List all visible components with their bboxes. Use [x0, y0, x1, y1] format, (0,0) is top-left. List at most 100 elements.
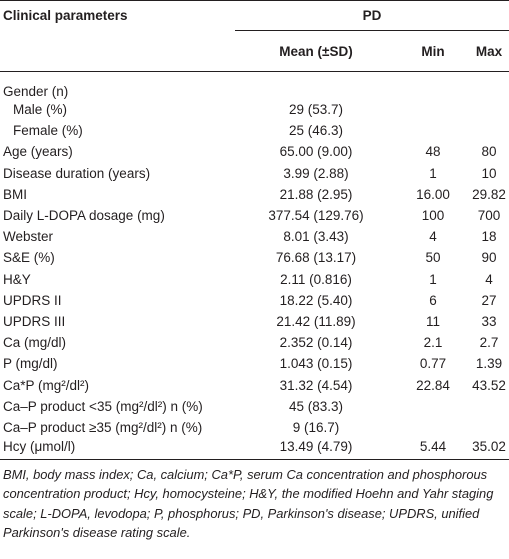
table-row: P (mg/dl) 1.043 (0.15) 0.77 1.39 — [0, 353, 509, 374]
row-label: UPDRS III — [3, 313, 66, 329]
table-row: Age (years) 65.00 (9.00) 48 80 — [0, 141, 509, 162]
row-label: Daily L-DOPA dosage (mg) — [3, 208, 165, 224]
row-label: BMI — [3, 186, 28, 202]
table-cell: 22.84 — [416, 377, 450, 393]
row-label: Ca–P product <35 (mg²/dl²) n (%) — [3, 398, 203, 414]
table-cell: 43.52 — [472, 377, 506, 393]
table-cell: 5.44 — [397, 438, 469, 460]
table-cell: 700 — [477, 208, 501, 224]
table-cell: 65.00 (9.00) — [279, 144, 353, 160]
table-cell — [469, 99, 509, 120]
table-cell: 4 — [429, 229, 437, 245]
table-cell — [397, 396, 469, 417]
table-row: S&E (%) 76.68 (13.17) 50 90 — [0, 247, 509, 268]
table-cell: 0.77 — [419, 356, 447, 372]
table-cell: 3.99 (2.88) — [283, 165, 349, 181]
table-cell — [469, 417, 509, 438]
table-cell: 13.49 (4.79) — [235, 438, 397, 460]
table-cell: 1 — [429, 165, 437, 181]
table-cell: 18 — [481, 229, 497, 245]
table-cell: 18.22 (5.40) — [279, 292, 353, 308]
table-cell: 76.68 (13.17) — [275, 250, 357, 266]
table-row: Webster 8.01 (3.43) 4 18 — [0, 226, 509, 247]
row-label: Ca–P product ≥35 (mg²/dl²) n (%) — [3, 419, 203, 435]
table-cell: 48 — [425, 144, 441, 160]
row-label: Ca*P (mg²/dl²) — [3, 377, 90, 393]
header-row: Clinical parameters PD — [0, 0, 509, 31]
row-label: Male (%) — [13, 102, 68, 118]
group-header: PD — [235, 0, 509, 31]
table-body: Gender (n) Male (%) 29 (53.7) Female (%) 25 … — [0, 72, 509, 460]
footnote: BMI, body mass index; Ca, calcium; Ca*P,… — [3, 466, 494, 541]
table-cell — [469, 120, 509, 141]
table-cell — [469, 72, 509, 100]
row-label: S&E (%) — [3, 250, 55, 266]
column-header: Clinical parameters — [0, 0, 235, 31]
row-label: Disease duration (years) — [3, 165, 151, 181]
table-cell: 16.00 — [416, 186, 450, 202]
table-cell: 2.352 (0.14) — [279, 335, 353, 351]
row-label: Ca (mg/dl) — [3, 335, 67, 351]
table-cell — [397, 417, 469, 438]
column-header: Max — [469, 30, 509, 72]
table-row: UPDRS III 21.42 (11.89) 11 33 — [0, 311, 509, 332]
table-cell: 35.02 — [469, 438, 509, 460]
table-cell — [397, 72, 469, 100]
table-cell: 9 (16.7) — [292, 419, 340, 435]
data-table: Clinical parameters PD Mean (±SD) Min Ma… — [0, 0, 509, 460]
table-row: Gender (n) — [0, 72, 509, 100]
table-cell: 377.54 (129.76) — [268, 208, 364, 224]
row-label: Female (%) — [13, 123, 83, 139]
table-cell: 1 — [429, 271, 437, 287]
subheader-row: Mean (±SD) Min Max — [0, 30, 509, 72]
table-row: Male (%) 29 (53.7) — [0, 99, 509, 120]
column-header: Mean (±SD) — [235, 30, 397, 72]
table-cell: 2.7 — [479, 335, 499, 351]
table-cell — [397, 120, 469, 141]
row-label: Gender (n) — [3, 84, 69, 99]
table-row: Ca*P (mg²/dl²) 31.32 (4.54) 22.84 43.52 — [0, 374, 509, 395]
table-cell: 8.01 (3.43) — [283, 229, 349, 245]
table-row: H&Y 2.11 (0.816) 1 4 — [0, 269, 509, 290]
row-label: H&Y — [3, 271, 31, 287]
table-cell: 90 — [481, 250, 497, 266]
table-cell: 29 (53.7) — [288, 102, 344, 118]
row-label: P (mg/dl) — [3, 356, 58, 372]
table-cell: 11 — [425, 313, 440, 329]
table-cell: 21.42 (11.89) — [276, 313, 356, 329]
table-cell: 27 — [481, 292, 497, 308]
table-row: Female (%) 25 (46.3) — [0, 120, 509, 141]
table-cell: 45 (83.3) — [288, 398, 344, 414]
table-cell: 1.043 (0.15) — [279, 356, 353, 372]
table-cell: 21.88 (2.95) — [279, 186, 353, 202]
table-cell — [235, 72, 397, 100]
column-header: Min — [397, 30, 469, 72]
table-cell: 4 — [485, 271, 493, 287]
table-row: Disease duration (years) 3.99 (2.88) 1 10 — [0, 163, 509, 184]
table-row: Ca–P product ≥35 (mg²/dl²) n (%) 9 (16.7) — [0, 417, 509, 438]
table-cell — [397, 99, 469, 120]
table-row: Ca (mg/dl) 2.352 (0.14) 2.1 2.7 — [0, 332, 509, 353]
table-cell: 2.1 — [423, 335, 443, 351]
row-label: Age (years) — [3, 144, 73, 160]
row-label: Hcy (μmol/l) — [0, 438, 235, 460]
row-label: UPDRS II — [3, 292, 62, 308]
table-cell: 50 — [425, 250, 441, 266]
column-header — [0, 30, 235, 72]
table-row: BMI 21.88 (2.95) 16.00 29.82 — [0, 184, 509, 205]
table-row: Hcy (μmol/l) 13.49 (4.79) 5.44 35.02 — [0, 438, 509, 460]
table-cell: 29.82 — [472, 186, 506, 202]
table-row: Daily L-DOPA dosage (mg) 377.54 (129.76) 1… — [0, 205, 509, 226]
table-cell: 6 — [429, 292, 437, 308]
table-cell: 10 — [481, 165, 497, 181]
row-label: Webster — [3, 229, 54, 245]
table-cell: 100 — [421, 208, 445, 224]
table-cell: 31.32 (4.54) — [279, 377, 353, 393]
table-cell: 2.11 (0.816) — [280, 271, 352, 287]
table-cell: 25 (46.3) — [288, 123, 344, 139]
table-cell — [469, 396, 509, 417]
table-row: UPDRS II 18.22 (5.40) 6 27 — [0, 290, 509, 311]
table-cell: 33 — [481, 313, 497, 329]
